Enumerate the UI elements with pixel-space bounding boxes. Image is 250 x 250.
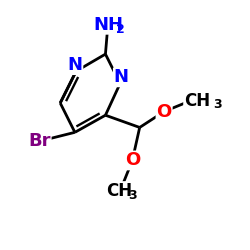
Text: CH: CH <box>184 92 210 110</box>
Text: N: N <box>68 56 82 74</box>
Text: Br: Br <box>28 132 51 150</box>
Text: CH: CH <box>106 182 132 200</box>
Text: O: O <box>125 152 140 170</box>
Text: 2: 2 <box>116 23 125 36</box>
Text: O: O <box>156 102 172 120</box>
Text: NH: NH <box>93 16 123 34</box>
Text: 3: 3 <box>213 98 222 112</box>
Text: 3: 3 <box>128 189 137 202</box>
Text: N: N <box>114 68 129 86</box>
